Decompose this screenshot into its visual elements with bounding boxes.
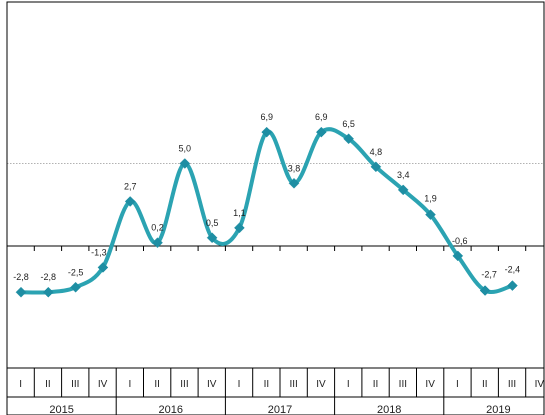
x-tick-label: I bbox=[456, 379, 459, 390]
x-tick-label: II bbox=[264, 379, 270, 390]
data-point-marker bbox=[179, 158, 191, 169]
data-label: -1,3 bbox=[91, 247, 107, 257]
data-point-marker bbox=[152, 237, 163, 249]
data-point-marker bbox=[315, 126, 327, 138]
data-label: -0,6 bbox=[452, 236, 468, 246]
data-label: 6,9 bbox=[315, 112, 328, 122]
data-label: 1,9 bbox=[424, 194, 437, 204]
x-tick-label: III bbox=[71, 379, 79, 390]
data-label: 6,9 bbox=[260, 112, 273, 122]
series-line bbox=[19, 127, 515, 295]
x-tick-label: III bbox=[508, 379, 516, 390]
x-tick-label: II bbox=[45, 379, 51, 390]
x-tick-label: I bbox=[347, 379, 350, 390]
data-point-marker bbox=[479, 285, 491, 296]
data-point-marker bbox=[370, 161, 382, 173]
data-label: 4,8 bbox=[370, 147, 383, 157]
year-label: 2018 bbox=[377, 404, 401, 415]
data-point-marker bbox=[343, 133, 354, 145]
data-label: -2,8 bbox=[13, 272, 29, 282]
x-tick-label: IV bbox=[207, 379, 217, 390]
data-point-marker bbox=[234, 222, 245, 234]
data-point-marker bbox=[261, 126, 273, 138]
x-tick-label: II bbox=[154, 379, 160, 390]
data-label: -2,5 bbox=[68, 267, 84, 277]
data-label: 1,1 bbox=[233, 208, 246, 218]
x-tick-label: I bbox=[238, 379, 241, 390]
x-tick-label: IV bbox=[425, 379, 435, 390]
plot-frame bbox=[6, 1, 545, 415]
data-label: -2,4 bbox=[505, 265, 521, 275]
data-point-marker bbox=[70, 281, 81, 293]
x-tick-label: IV bbox=[535, 379, 545, 390]
x-tick-label: IV bbox=[98, 379, 108, 390]
x-tick-label: III bbox=[180, 379, 188, 390]
data-point-marker bbox=[452, 250, 464, 262]
data-point-marker bbox=[288, 177, 300, 189]
data-label: 5,0 bbox=[179, 144, 192, 154]
x-tick-label: II bbox=[482, 379, 488, 390]
data-label: -2,8 bbox=[41, 272, 57, 282]
data-label: 3,4 bbox=[397, 170, 410, 180]
data-point-marker bbox=[425, 209, 436, 221]
x-tick-label: IV bbox=[316, 379, 326, 390]
year-label: 2016 bbox=[159, 404, 183, 415]
x-tick-label: I bbox=[128, 379, 131, 390]
year-label: 2015 bbox=[49, 404, 73, 415]
data-point-marker bbox=[42, 286, 54, 298]
data-point-marker bbox=[97, 262, 109, 273]
data-label: -2,7 bbox=[481, 270, 497, 280]
data-point-marker bbox=[397, 184, 409, 196]
x-tick-label: III bbox=[399, 379, 407, 390]
data-label: 6,5 bbox=[342, 119, 355, 129]
x-tick-label: II bbox=[373, 379, 379, 390]
year-label: 2019 bbox=[486, 404, 510, 415]
data-label: 2,7 bbox=[124, 181, 137, 191]
data-point-marker bbox=[124, 196, 136, 207]
data-point-marker bbox=[206, 232, 218, 244]
data-label: 0,5 bbox=[206, 218, 219, 228]
x-tick-label: III bbox=[289, 379, 297, 390]
x-tick-label: I bbox=[19, 379, 22, 390]
data-label: 3,8 bbox=[288, 163, 301, 173]
data-point-marker bbox=[507, 280, 518, 291]
data-point-marker bbox=[15, 286, 27, 298]
data-label: 0,2 bbox=[151, 223, 164, 233]
year-label: 2017 bbox=[268, 404, 292, 415]
